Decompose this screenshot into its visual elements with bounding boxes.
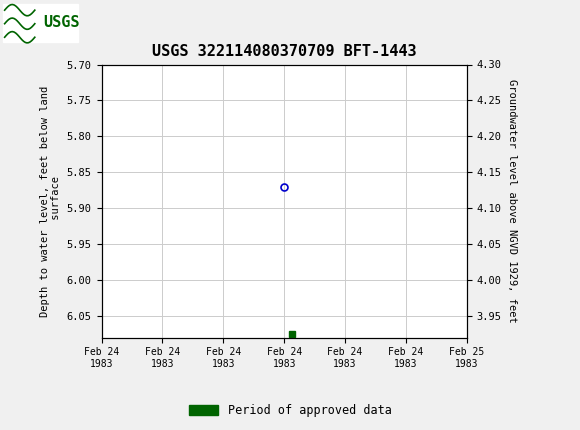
- Legend: Period of approved data: Period of approved data: [184, 399, 396, 422]
- Y-axis label: Depth to water level, feet below land
 surface: Depth to water level, feet below land su…: [39, 86, 61, 316]
- FancyBboxPatch shape: [3, 3, 78, 42]
- Text: USGS: USGS: [44, 15, 80, 30]
- Y-axis label: Groundwater level above NGVD 1929, feet: Groundwater level above NGVD 1929, feet: [507, 79, 517, 323]
- Title: USGS 322114080370709 BFT-1443: USGS 322114080370709 BFT-1443: [152, 44, 416, 59]
